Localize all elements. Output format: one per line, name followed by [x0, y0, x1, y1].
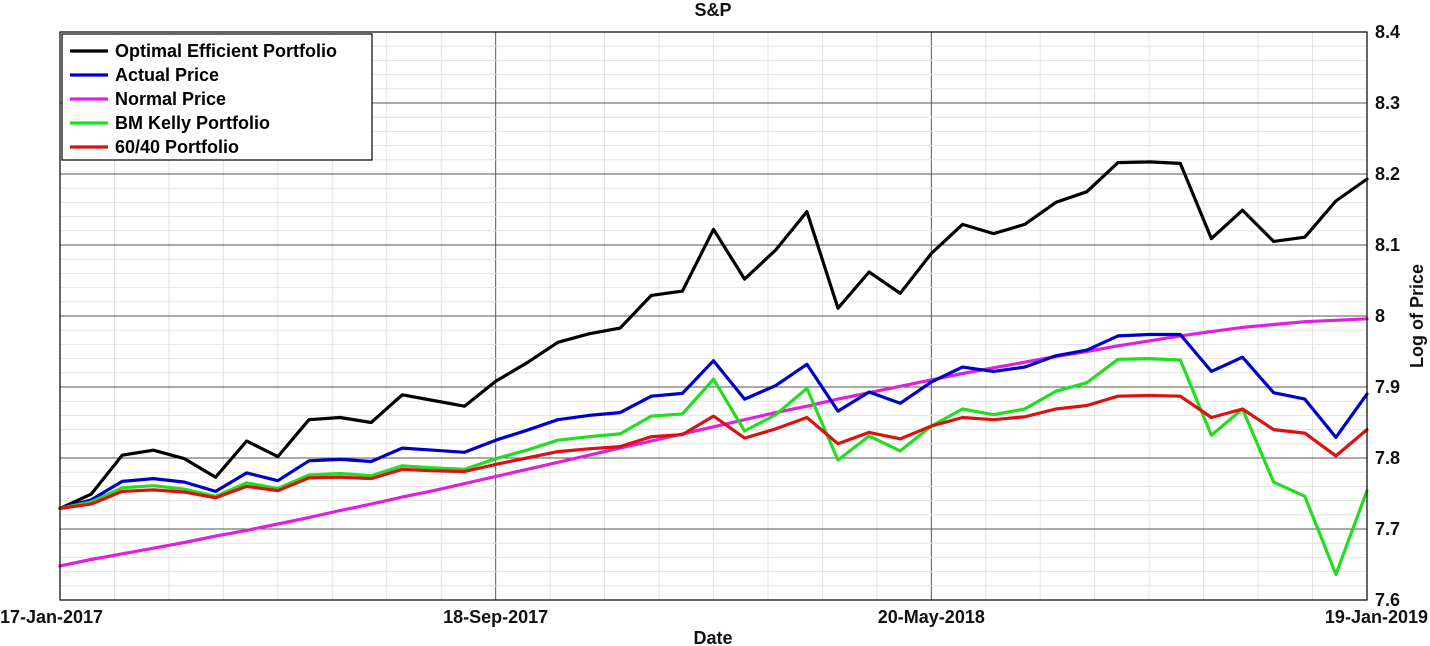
legend-item: BM Kelly Portfolio — [70, 113, 270, 133]
series-line-60-40-portfolio — [58, 393, 1369, 510]
x-tick-label: 18-Sep-2017 — [443, 607, 548, 627]
legend-label: 60/40 Portfolio — [115, 137, 239, 157]
legend-label: Optimal Efficient Portfolio — [115, 41, 337, 61]
series-line-optimal-efficient-portfolio — [58, 160, 1369, 510]
plot-frame — [59, 31, 1368, 601]
legend-label: Normal Price — [115, 89, 226, 109]
y-tick-label: 7.7 — [1375, 519, 1400, 539]
legend-item: Optimal Efficient Portfolio — [70, 41, 337, 61]
y-tick-label: 8.3 — [1375, 93, 1400, 113]
y-tick-label: 7.9 — [1375, 377, 1400, 397]
series-line-normal-price — [58, 317, 1369, 568]
y-axis-label: Log of Price — [1407, 264, 1427, 368]
x-tick-label: 19-Jan-2019 — [1325, 607, 1428, 627]
legend-item: Normal Price — [70, 89, 226, 109]
legend-label: Actual Price — [115, 65, 219, 85]
y-tick-label: 7.8 — [1375, 448, 1400, 468]
y-tick-label: 8.4 — [1375, 22, 1400, 42]
y-tick-label: 8 — [1375, 306, 1385, 326]
y-tick-label: 8.1 — [1375, 235, 1400, 255]
legend-label: BM Kelly Portfolio — [115, 113, 270, 133]
legend: Optimal Efficient Portfolio Actual Price N… — [61, 33, 373, 161]
legend-item: 60/40 Portfolio — [70, 137, 239, 157]
x-tick-label: 20-May-2018 — [878, 607, 985, 627]
y-tick-label: 8.2 — [1375, 164, 1400, 184]
legend-box — [61, 33, 373, 161]
legend-item: Actual Price — [70, 65, 219, 85]
series-layer — [58, 160, 1369, 577]
x-tick-labels: 17-Jan-2017 18-Sep-2017 20-May-2018 19-Jan-… — [0, 607, 1428, 627]
x-axis-label: Date — [693, 628, 732, 646]
chart-title: S&P — [694, 0, 731, 20]
x-tick-label: 17-Jan-2017 — [0, 607, 103, 627]
y-tick-label: 7.6 — [1375, 590, 1400, 610]
y-tick-labels: 7.6 7.7 7.8 7.9 8 8.1 8.2 8.3 8.4 — [1375, 22, 1400, 610]
series-line-actual-price — [58, 332, 1369, 510]
series-line-bm-kelly-portfolio — [58, 357, 1369, 577]
